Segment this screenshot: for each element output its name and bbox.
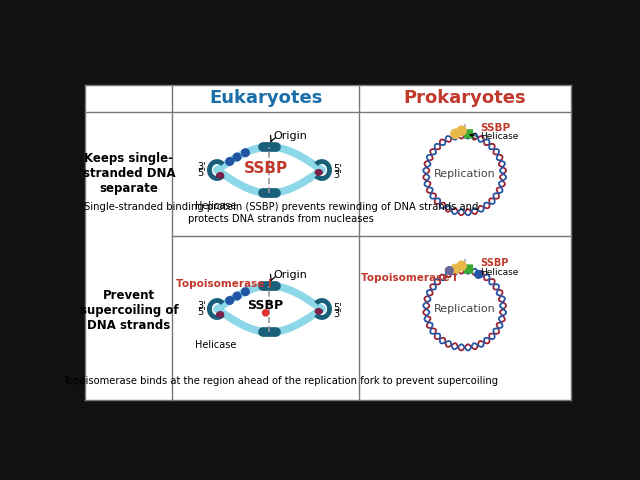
Text: Single-stranded binding protein (SSBP) prevents rewinding of DNA strands and
pro: Single-stranded binding protein (SSBP) p… — [84, 203, 478, 224]
Text: Helicase: Helicase — [195, 201, 236, 211]
FancyBboxPatch shape — [464, 264, 473, 274]
Text: Topoisomerase I: Topoisomerase I — [176, 279, 272, 289]
Circle shape — [226, 157, 234, 166]
Circle shape — [241, 288, 249, 296]
Text: Topoisomerase I: Topoisomerase I — [361, 273, 457, 283]
Text: 3': 3' — [333, 170, 342, 180]
Text: 5': 5' — [197, 307, 205, 317]
Circle shape — [233, 153, 241, 161]
Text: Topoisomerase binds at the region ahead of the replication fork to prevent super: Topoisomerase binds at the region ahead … — [63, 376, 499, 386]
Bar — [86, 84, 570, 400]
Circle shape — [475, 271, 483, 278]
Circle shape — [445, 267, 453, 275]
Circle shape — [457, 126, 466, 135]
Text: Prevent
supercoiling of
DNA strands: Prevent supercoiling of DNA strands — [79, 289, 179, 332]
Circle shape — [451, 264, 460, 274]
FancyBboxPatch shape — [464, 129, 473, 138]
Text: 5': 5' — [333, 164, 342, 174]
Ellipse shape — [316, 169, 322, 175]
Ellipse shape — [217, 173, 223, 178]
Circle shape — [457, 261, 466, 271]
Text: 3': 3' — [197, 162, 205, 172]
Circle shape — [451, 129, 460, 138]
Text: SSBP: SSBP — [248, 299, 284, 312]
Circle shape — [241, 149, 249, 156]
Text: Helicase: Helicase — [480, 267, 518, 276]
Text: 3': 3' — [333, 310, 342, 319]
Text: 5': 5' — [333, 303, 342, 313]
Text: Replication: Replication — [434, 304, 495, 314]
Text: Origin: Origin — [273, 131, 307, 141]
Text: SSBP: SSBP — [480, 258, 508, 268]
Text: Keeps single-
stranded DNA
separate: Keeps single- stranded DNA separate — [83, 152, 175, 195]
Text: Origin: Origin — [273, 270, 307, 280]
Ellipse shape — [316, 309, 322, 314]
Text: Prokaryotes: Prokaryotes — [403, 89, 526, 107]
Text: Helicase: Helicase — [195, 340, 236, 350]
Text: SSBP: SSBP — [244, 161, 288, 176]
Circle shape — [226, 297, 234, 304]
Ellipse shape — [217, 312, 223, 317]
Text: 3': 3' — [197, 301, 205, 311]
Text: Replication: Replication — [434, 169, 495, 179]
Text: Helicase: Helicase — [480, 132, 518, 142]
Text: SSBP: SSBP — [480, 123, 510, 132]
Text: 5': 5' — [197, 168, 205, 178]
Text: Eukaryotes: Eukaryotes — [209, 89, 323, 107]
Circle shape — [262, 310, 269, 316]
Circle shape — [233, 292, 241, 300]
